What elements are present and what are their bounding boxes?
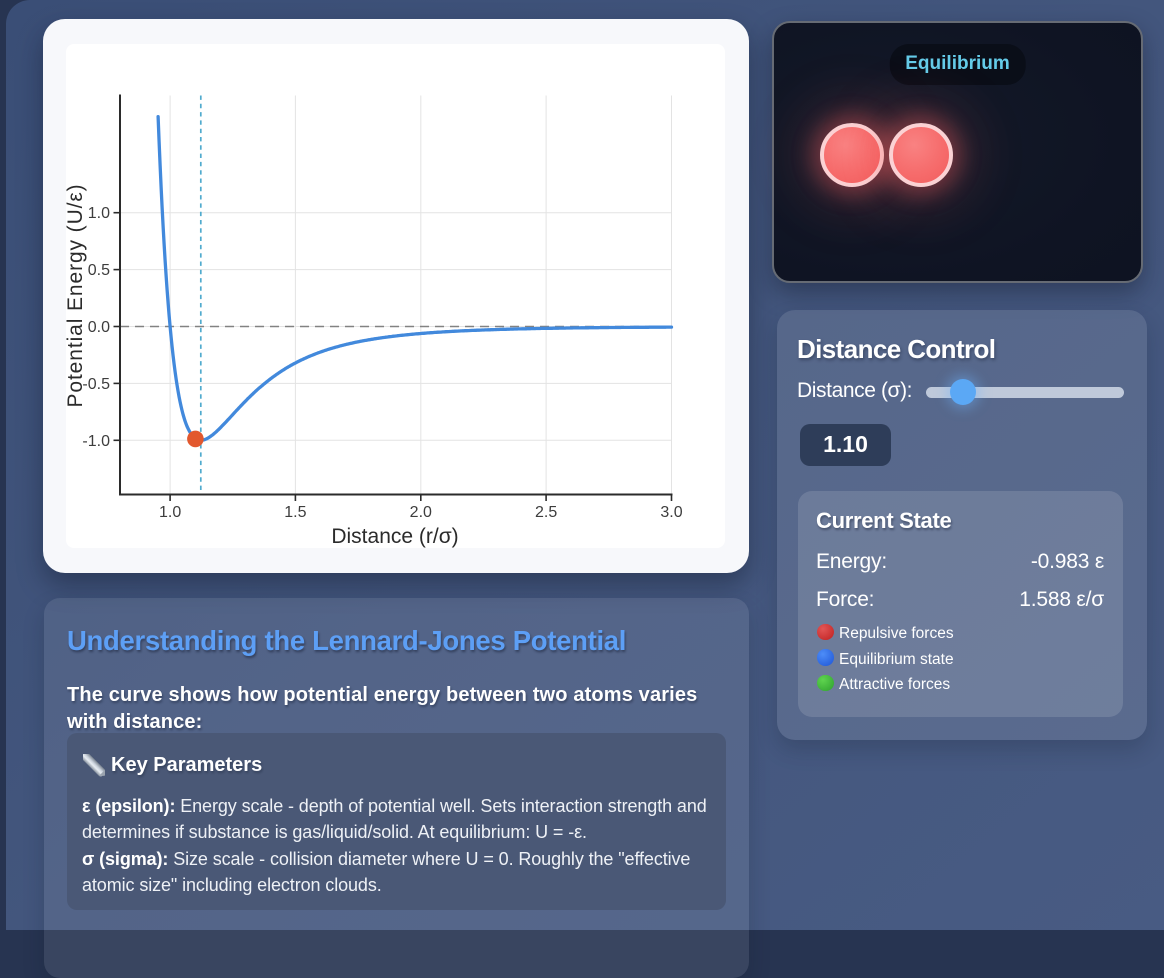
svg-text:1.5: 1.5 xyxy=(284,504,306,521)
svg-text:1.0: 1.0 xyxy=(88,205,110,222)
svg-text:2.0: 2.0 xyxy=(410,504,432,521)
svg-text:0.0: 0.0 xyxy=(88,319,110,336)
svg-text:-0.5: -0.5 xyxy=(82,376,110,393)
svg-text:3.0: 3.0 xyxy=(660,504,682,521)
svg-text:Distance (r/σ): Distance (r/σ) xyxy=(331,525,458,548)
svg-text:1.0: 1.0 xyxy=(159,504,181,521)
svg-text:2.5: 2.5 xyxy=(535,504,557,521)
svg-text:0.5: 0.5 xyxy=(88,262,110,279)
svg-text:-1.0: -1.0 xyxy=(82,433,110,450)
svg-text:Potential Energy (U/ε): Potential Energy (U/ε) xyxy=(66,183,87,407)
